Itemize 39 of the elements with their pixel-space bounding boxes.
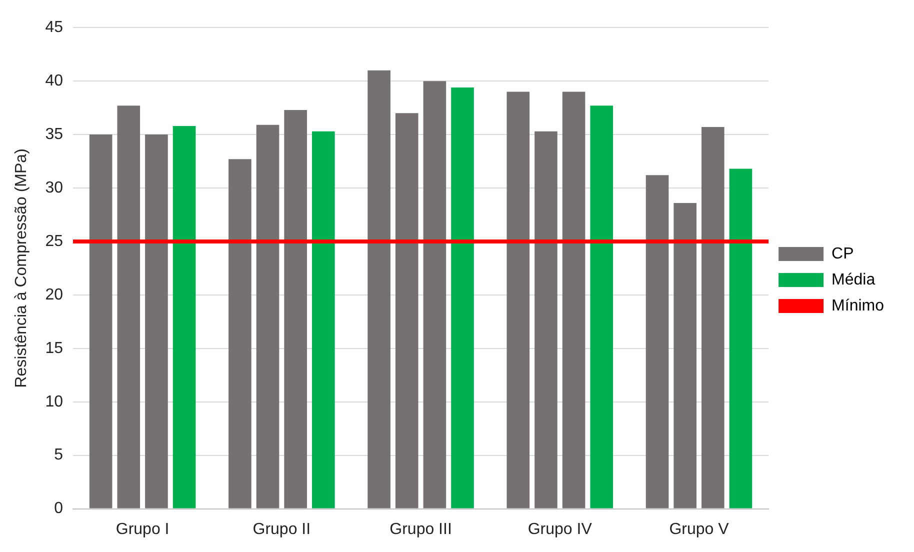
- legend-label: Mínimo: [832, 297, 884, 314]
- y-tick-label: 40: [45, 72, 64, 90]
- bar: [117, 106, 140, 508]
- y-tick-label: 15: [45, 340, 64, 357]
- bar: [312, 131, 335, 508]
- bar: [145, 134, 168, 508]
- x-tick-label: Grupo II: [252, 520, 311, 538]
- bar: [506, 92, 530, 508]
- y-tick-label: 30: [45, 179, 64, 196]
- bar: [674, 202, 696, 508]
- legend-label: Média: [832, 271, 876, 288]
- bar: [368, 70, 390, 508]
- bar: [89, 134, 112, 508]
- legend-label: CP: [832, 245, 854, 262]
- bar: [701, 127, 724, 508]
- y-tick-label: 25: [45, 232, 64, 250]
- y-tick-label: 35: [45, 126, 64, 143]
- x-tick-label: Grupo I: [116, 520, 170, 538]
- y-tick-label: 5: [54, 446, 64, 464]
- bar: [172, 126, 196, 508]
- bar: [228, 159, 252, 508]
- bar: [423, 81, 446, 508]
- y-tick-label: 20: [45, 286, 64, 304]
- y-tick-label: 0: [54, 500, 64, 518]
- x-tick-label: Grupo V: [669, 520, 730, 538]
- bar: [395, 113, 418, 508]
- bar: [284, 110, 307, 508]
- x-tick-label: Grupo IV: [528, 520, 592, 538]
- y-tick-label: 10: [45, 393, 64, 410]
- bar: [534, 131, 558, 508]
- bar: [646, 175, 669, 508]
- x-tick-label: Grupo III: [390, 520, 452, 538]
- bar: [451, 87, 474, 508]
- bar: [590, 106, 614, 508]
- y-tick-label: 45: [45, 19, 64, 36]
- bar: [256, 124, 280, 508]
- y-axis-title: Resistência à Compressão (MPa): [13, 148, 30, 388]
- bar: [729, 168, 752, 508]
- bar: [562, 92, 586, 508]
